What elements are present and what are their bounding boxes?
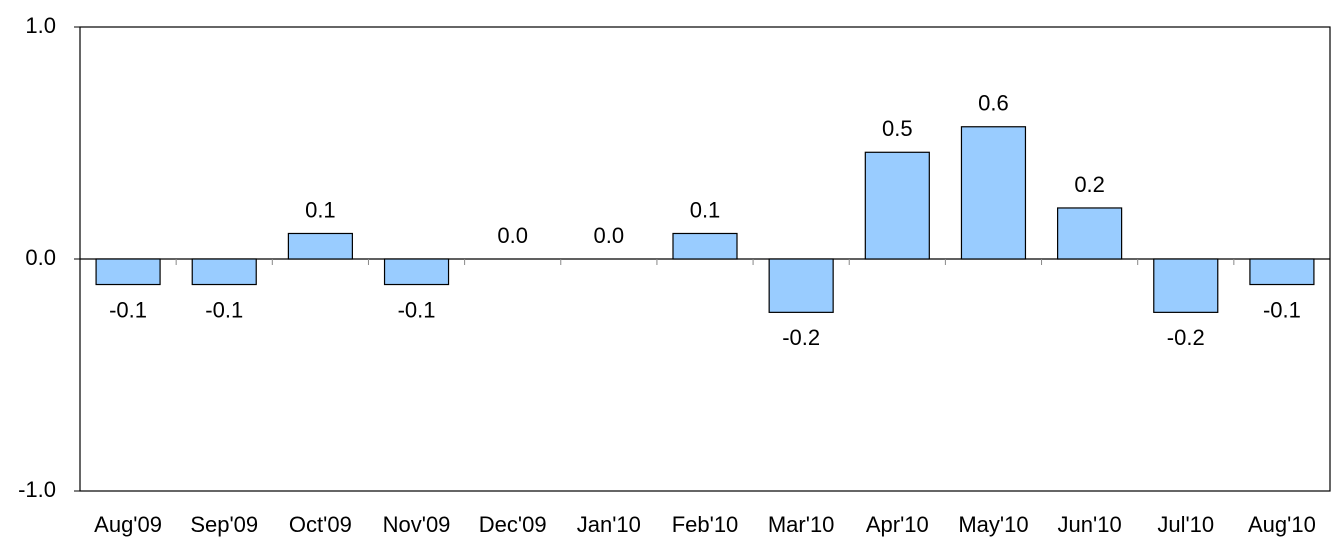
bar — [1057, 207, 1123, 260]
bar — [1153, 258, 1219, 313]
x-tick-label: Aug'10 — [1248, 512, 1316, 537]
data-label: 0.0 — [594, 223, 625, 248]
data-label: 0.5 — [882, 116, 913, 141]
x-tick-label: Oct'09 — [289, 512, 352, 537]
x-tick-label: Nov'09 — [383, 512, 451, 537]
x-tick-label: Apr'10 — [866, 512, 929, 537]
bar — [383, 258, 450, 286]
bar — [768, 258, 834, 313]
data-label: -0.2 — [1167, 325, 1205, 350]
bar — [95, 258, 161, 286]
data-label: 0.0 — [497, 223, 528, 248]
x-tick-label: Jun'10 — [1058, 512, 1122, 537]
x-tick-label: Jul'10 — [1157, 512, 1214, 537]
y-tick-label: -1.0 — [18, 477, 56, 502]
x-tick-label: Jan'10 — [577, 512, 641, 537]
bar — [191, 258, 257, 286]
bar — [864, 151, 930, 260]
bar — [1249, 258, 1315, 286]
x-tick-label: Dec'09 — [479, 512, 547, 537]
data-label: -0.1 — [398, 297, 436, 322]
bar — [287, 232, 353, 260]
bar — [960, 126, 1027, 260]
data-label: -0.2 — [782, 325, 820, 350]
bar — [672, 232, 738, 260]
x-tick-label: Aug'09 — [94, 512, 162, 537]
x-tick-label: Mar'10 — [768, 512, 835, 537]
data-label: -0.1 — [205, 297, 243, 322]
data-label: -0.1 — [1263, 297, 1301, 322]
y-tick-label: 0.0 — [25, 245, 56, 270]
x-tick-label: Feb'10 — [672, 512, 739, 537]
x-tick-label: May'10 — [958, 512, 1028, 537]
data-label: 0.1 — [305, 197, 336, 222]
data-label: -0.1 — [109, 297, 147, 322]
data-label: 0.1 — [690, 197, 721, 222]
y-tick-label: 1.0 — [25, 13, 56, 38]
data-label: 0.6 — [978, 91, 1009, 116]
x-tick-label: Sep'09 — [190, 512, 258, 537]
data-label: 0.2 — [1074, 172, 1105, 197]
